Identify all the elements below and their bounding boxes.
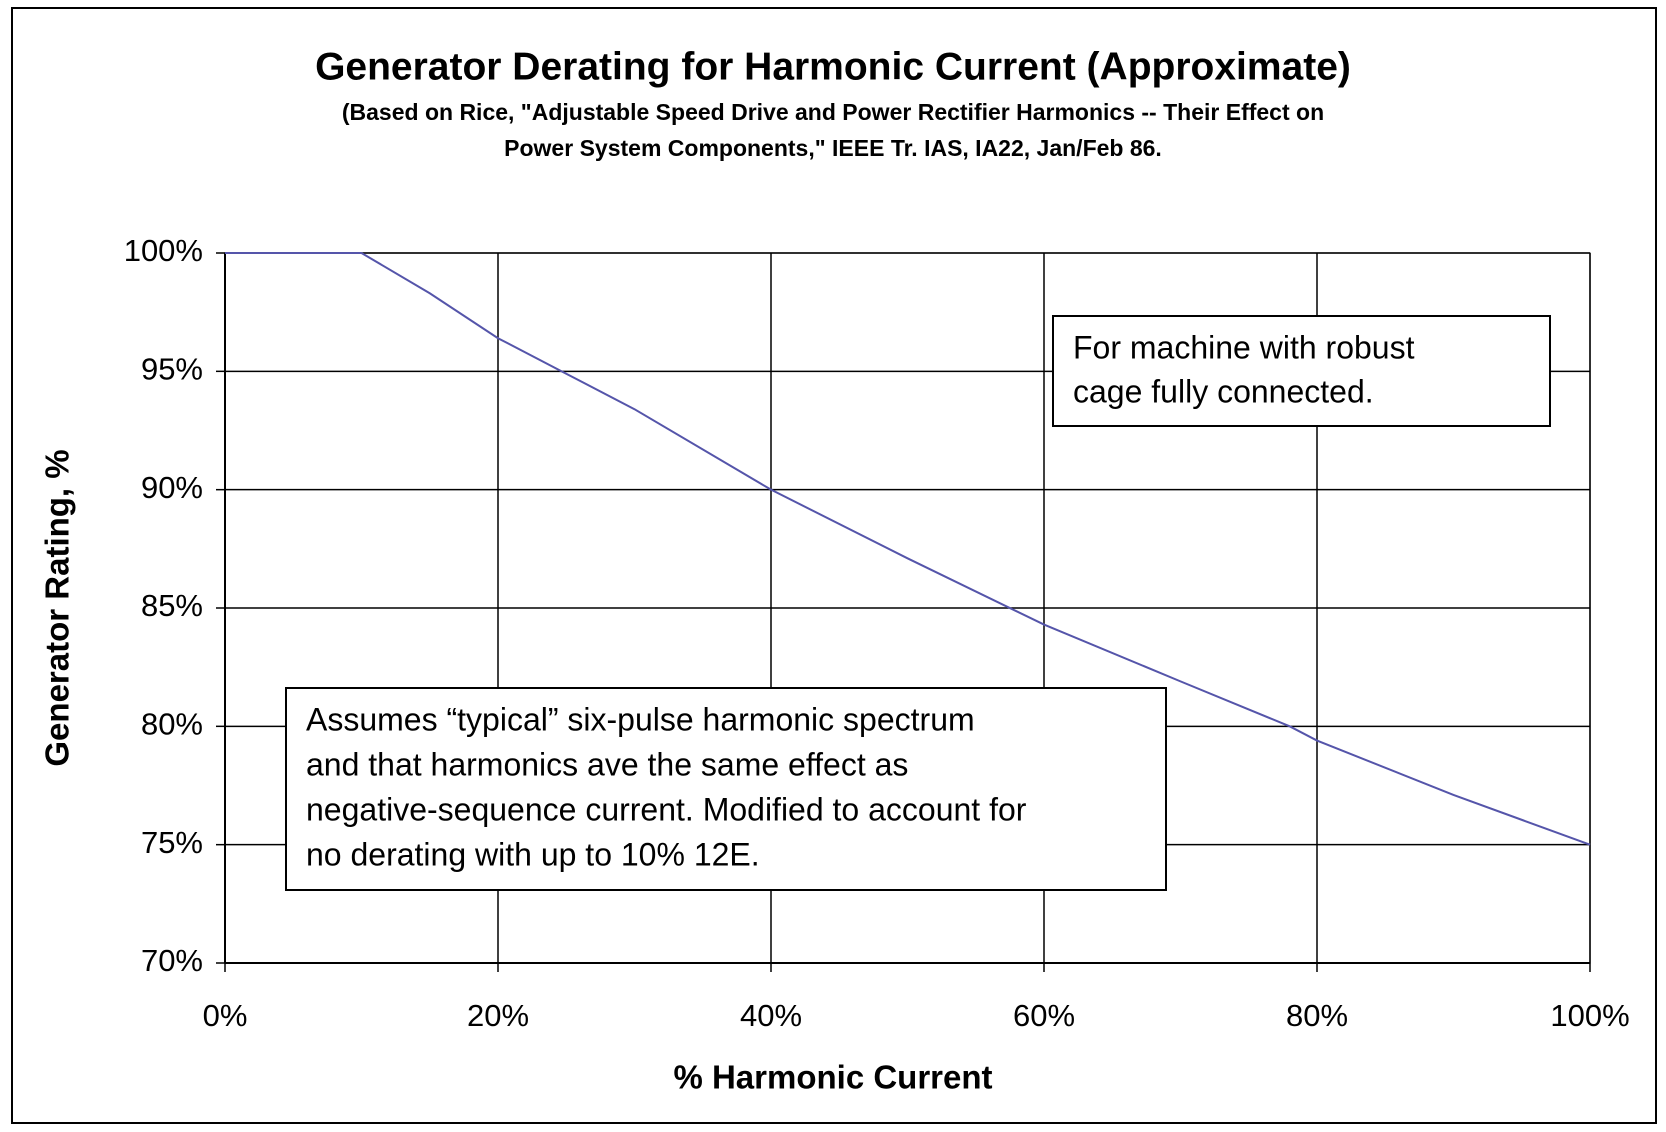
annotation-box xyxy=(1052,315,1551,427)
chart-subtitle: Power System Components," IEEE Tr. IAS, … xyxy=(504,135,1162,161)
x-tick-label: 0% xyxy=(203,998,248,1033)
annotation-text: cage fully connected. xyxy=(1073,373,1374,409)
annotation-text: negative-sequence current. Modified to a… xyxy=(306,791,1027,827)
x-tick-label: 80% xyxy=(1286,998,1348,1033)
line-series xyxy=(225,252,1591,846)
y-tick-label: 95% xyxy=(141,352,203,387)
annotation-text: no derating with up to 10% 12E. xyxy=(306,836,760,872)
annotation-text: For machine with robust xyxy=(1073,329,1415,365)
x-tick-label: 100% xyxy=(1550,998,1629,1033)
y-tick-label: 75% xyxy=(141,825,203,860)
chart-title: Generator Derating for Harmonic Current … xyxy=(315,45,1351,88)
x-tick-label: 20% xyxy=(467,998,529,1033)
y-tick-label: 90% xyxy=(141,470,203,505)
x-tick-label: 40% xyxy=(740,998,802,1033)
y-tick-label: 80% xyxy=(141,707,203,742)
x-axis-label: % Harmonic Current xyxy=(673,1059,992,1096)
y-axis-label: Generator Rating, % xyxy=(39,449,76,766)
y-tick-label: 85% xyxy=(141,588,203,623)
y-tick-label: 70% xyxy=(141,943,203,978)
y-tick-label: 100% xyxy=(124,233,203,268)
chart-subtitle: (Based on Rice, "Adjustable Speed Drive … xyxy=(342,99,1324,125)
annotation-text: Assumes “typical” six-pulse harmonic spe… xyxy=(306,701,975,737)
annotation-text: and that harmonics ave the same effect a… xyxy=(306,746,908,782)
annotation-box xyxy=(285,687,1167,891)
x-tick-label: 60% xyxy=(1013,998,1075,1033)
